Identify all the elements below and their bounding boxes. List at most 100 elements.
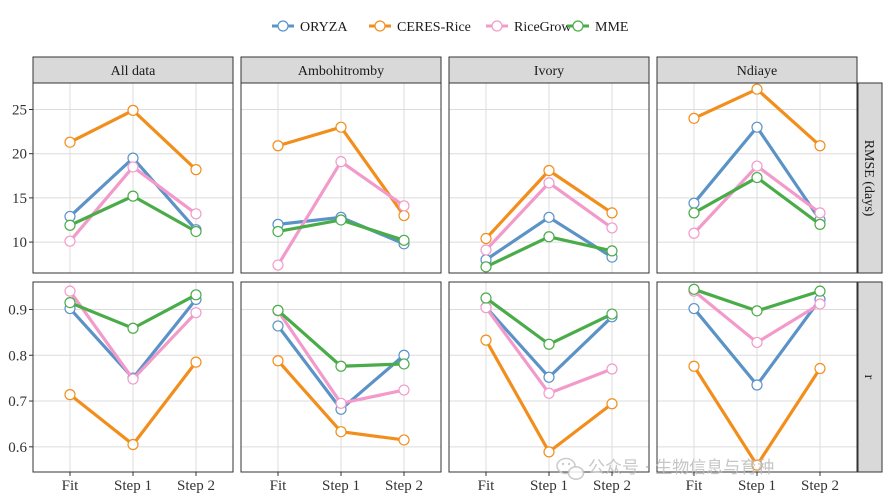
x-tick-label-step-1: Step 1 [530,478,568,494]
x-axis: Fit Step 1 Step 2 [686,472,839,494]
column-strip-box [656,56,858,84]
panel-rmse-ivory: Ivory [448,56,650,274]
legend-item-mme: MME [567,20,628,35]
data-point-step-1 [543,338,555,350]
series-mme [480,231,618,273]
series-ricegrow [688,160,826,239]
data-point-step-2 [398,434,410,446]
panel-r-ndiaye: Fit Step 1 Step 2 [656,281,858,494]
x-tick-label-fit: Fit [62,478,80,494]
panel-rmse-ambohitromby: Ambohitromby [240,56,442,274]
data-point-step-1 [543,387,555,399]
data-point-step-1 [543,446,555,458]
data-point-fit [64,235,76,247]
data-point-step-1 [543,371,555,383]
x-tick-label-step-2: Step 2 [385,478,423,494]
data-point-step-1 [543,177,555,189]
data-point-fit [480,244,492,256]
wechat-icon [556,457,585,480]
data-point-fit [480,292,492,304]
series-mme [64,289,202,334]
row-strip-rmse: RMSE (days) [857,82,883,274]
data-point-step-1 [335,121,347,133]
watermark-text: 公众号 · 生物信息与育种 [588,458,774,478]
data-point-fit [688,302,700,315]
series-ricegrow [480,177,618,256]
data-point-step-2 [190,289,202,301]
column-strip-label: Ambohitromby [298,64,384,79]
data-point-fit [688,227,700,239]
data-point-fit [64,219,76,231]
panel-r-ambohitromby: Fit Step 1 Step 2 [240,281,442,494]
data-point-step-2 [398,234,410,246]
data-point-fit [64,285,76,297]
legend-key-marker [491,20,503,32]
panel-r-all-data: Fit Step 1 Step 2 [32,281,234,494]
data-point-fit [64,136,76,148]
data-point-step-2 [398,384,410,396]
data-point-step-2 [398,200,410,212]
facet-panels: 10 15 20 25 RMSE (days) All data Ambohitromby I… [8,56,883,494]
series-ricegrow [64,285,202,385]
series-mme [688,171,826,230]
data-point-fit [480,334,492,346]
row-strip-box [857,82,883,274]
data-point-step-2 [606,222,618,234]
data-point-step-2 [606,308,618,320]
data-point-step-2 [606,398,618,410]
data-point-step-2 [398,209,410,222]
data-point-fit [272,320,284,332]
watermark: 公众号 · 生物信息与育种 [556,457,774,480]
data-point-step-2 [814,207,826,219]
x-tick-label-step-1: Step 1 [738,478,776,494]
x-tick-label-step-1: Step 1 [114,478,152,494]
series-ceres-rice [688,360,826,471]
data-point-step-2 [190,307,202,319]
x-axis: Fit Step 1 Step 2 [478,472,631,494]
data-point-step-2 [606,363,618,375]
x-axis: Fit Step 1 Step 2 [270,472,423,494]
data-point-step-1 [543,164,555,177]
legend-label: CERES-Rice [397,20,471,35]
legend-label: MME [595,20,628,35]
data-point-fit [272,140,284,152]
panel-rmse-all-data: All data [32,56,234,274]
panel-border [240,82,442,274]
y-tick-label: 25 [12,103,27,119]
series-mme [64,190,202,238]
legend-key-marker [572,20,584,32]
series-ceres-rice [480,334,618,458]
series-ceres-rice [64,104,202,176]
legend-label: RiceGrow [514,20,572,35]
panel-border [656,82,858,274]
y-tick-label: 0.9 [8,302,27,318]
x-tick-label-step-2: Step 2 [593,478,631,494]
data-point-step-2 [606,207,618,219]
data-point-step-1 [335,214,347,226]
data-point-step-2 [814,140,826,152]
legend: ORYZA CERES-Rice RiceGrow MME [272,20,628,35]
series-mme [272,214,410,246]
column-strip-box [448,56,650,84]
y-axis-rmse: 10 15 20 25 [12,103,33,251]
legend-item-oryza: ORYZA [272,20,348,35]
legend-item-ricegrow: RiceGrow [486,20,572,35]
panel-r-ivory: Fit Step 1 Step 2 [448,281,650,494]
y-axis-r: 0.6 0.7 0.8 0.9 [8,302,33,456]
data-point-step-1 [335,397,347,409]
data-point-fit [688,207,700,219]
x-tick-label-step-2: Step 2 [801,478,839,494]
series-ceres-rice [64,356,202,451]
panel-border [448,82,650,274]
legend-key-marker [277,20,289,32]
data-point-step-1 [751,160,763,172]
data-point-step-1 [127,373,139,385]
data-point-fit [272,259,284,271]
y-tick-label: 0.7 [8,394,27,410]
data-point-step-1 [751,379,763,391]
data-point-step-2 [190,164,202,176]
data-point-step-1 [543,231,555,243]
gridlines [241,83,441,273]
data-point-step-1 [751,121,763,133]
y-tick-label: 10 [12,235,27,251]
